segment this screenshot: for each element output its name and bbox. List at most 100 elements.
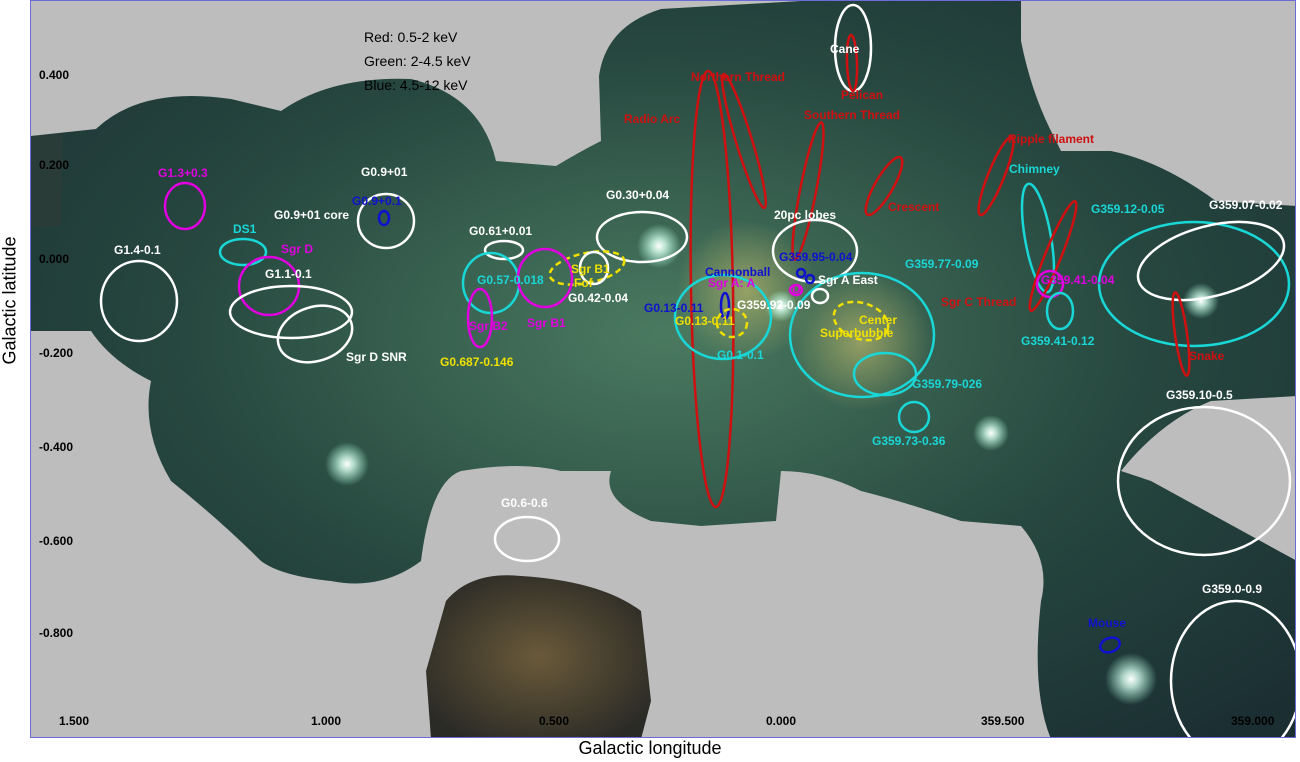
region-label-20pc-lobes: 20pc lobes [774, 208, 836, 222]
x-axis-title: Galactic longitude [578, 738, 722, 758]
region-outline-center [832, 300, 890, 342]
region-label-sgr-b2: Sgr B2 [469, 319, 508, 333]
x-tick: 0.500 [539, 714, 569, 728]
region-label-snake: Snake [1189, 349, 1225, 363]
region-label-g359-41-0-04: G359.41-0.04 [1041, 273, 1115, 287]
region-outline-g359-95-0-04 [795, 267, 807, 279]
region-label-sgr-a-east: Sgr A East [818, 273, 878, 287]
region-label-g0-61-0-01: G0.61+0.01 [469, 224, 532, 238]
x-tick: 359.500 [981, 714, 1025, 728]
x-tick: 0.000 [766, 714, 796, 728]
region-outline-pelican [845, 33, 859, 93]
region-label-g0-13-0-11: G0.13-0.11 [675, 314, 735, 328]
region-outline-g0-9-01 [356, 192, 416, 250]
y-axis-title: Galactic latitude [0, 236, 20, 365]
region-outlines [99, 3, 1295, 737]
region-label-cannonball: Cannonball [705, 265, 770, 279]
region-outline-g359-79-026 [852, 351, 918, 397]
region-outline-sgr-b2 [466, 287, 494, 349]
region-outline-g0-13-0-11 [719, 291, 731, 321]
region-outline-sgr-d-snr [276, 304, 354, 364]
region-outline-sgr-c-thread [1028, 199, 1078, 313]
x-tick: 359.000 [1231, 714, 1275, 728]
region-label-g359-41-0-12: G359.41-0.12 [1021, 334, 1095, 348]
region-outline-g0-6-0-6 [493, 515, 561, 563]
region-label-g0-30-0-04: G0.30+0.04 [606, 188, 669, 202]
region-outline-g0-61-0-01 [483, 239, 525, 261]
bright-sources [325, 221, 1219, 705]
region-label-g359-73-0-36: G359.73-0.36 [872, 434, 946, 448]
region-outline-g359-0-0-9 [1169, 599, 1295, 737]
sky-map: Cane Northern Thread Pelican Southern Threa… [31, 1, 1295, 737]
region-labels: Cane Northern Thread Pelican Southern Threa… [114, 42, 1283, 630]
region-label-mouse: Mouse [1088, 616, 1126, 630]
region-label-d: D [792, 282, 801, 296]
region-label-g0-9-01: G0.9+01 [361, 165, 408, 179]
region-label-southern-thread: Southern Thread [804, 108, 900, 122]
region-label-center: Center [859, 313, 897, 327]
region-outline-g359-07-0-02 [1136, 220, 1286, 302]
region-outline-g0-1-0-1 [673, 273, 773, 361]
region-outline-g359-41-0-04 [1035, 269, 1065, 299]
region-label-g359-92-0-09: G359.92-0.09 [737, 298, 811, 312]
region-label-g359-77-0-09: G359.77-0.09 [905, 257, 979, 271]
region-label-g0-57-0-018: G0.57-0.018 [477, 273, 544, 287]
region-label-superbubble: Superbubble [820, 326, 894, 340]
region-outline-cannonball [804, 273, 816, 285]
x-tick: 1.000 [311, 714, 341, 728]
region-label-fof: Fof [574, 276, 594, 290]
y-tick: 0.000 [39, 252, 69, 266]
region-label-sgr-b1: Sgr B1 [571, 262, 610, 276]
region-label-g359-79-026: G359.79-026 [912, 377, 982, 391]
region-label-cane: Cane [830, 42, 860, 56]
region-label-northern-thread: Northern Thread [691, 70, 785, 84]
y-tick: -0.600 [39, 534, 73, 548]
region-outline-g359-10-0-5 [1116, 405, 1292, 557]
region-label-g0-42-0-04: G0.42-0.04 [568, 291, 628, 305]
region-outline-g1-3-0-3 [163, 181, 207, 231]
region-label-pelican: Pelican [841, 88, 883, 102]
region-outline-sgr-b1 [516, 247, 574, 309]
region-outline-20pc-lobes [771, 218, 859, 284]
region-outline-g1-1-0-1 [228, 284, 354, 340]
x-tick: 1.500 [59, 714, 89, 728]
region-label-radio-arc: Radio Arc [624, 112, 681, 126]
mosaic-footprint [31, 1, 1295, 737]
region-outline-sgr-a-east [810, 287, 830, 305]
region-label-g0-6-0-6: G0.6-0.6 [501, 496, 548, 510]
region-outline-g359-41-0-12 [1045, 291, 1075, 331]
region-label-sgr-d-snr: Sgr D SNR [346, 350, 407, 364]
region-outline-d [788, 283, 804, 297]
region-label-g359-95-0-04: G359.95-0.04 [779, 250, 853, 264]
region-label-g1-1-0-1: G1.1-0.1 [265, 267, 312, 281]
y-tick: -0.800 [39, 626, 73, 640]
region-outline-ripple-filament [977, 135, 1015, 217]
legend-green: Green: 2-4.5 keV [364, 53, 471, 69]
region-label-g1-3-0-3: G1.3+0.3 [158, 166, 208, 180]
region-outline-g0-13-0-11 [715, 307, 749, 339]
region-outline-mouse [1099, 636, 1121, 654]
x-tick-labels: 1.500 1.000 0.500 0.000 359.500 359.000 [59, 714, 1275, 728]
region-outline-g359-12-0-05 [1097, 220, 1291, 348]
region-label-g0-1-0-1: G0.1-0.1 [717, 348, 764, 362]
region-label-g0-9-0-1: G0.9+0.1 [352, 194, 402, 208]
region-label-sgr-b1: Sgr B1 [527, 316, 566, 330]
region-outline-g359-77-0-09 [788, 271, 936, 399]
y-tick: 0.400 [39, 68, 69, 82]
legend-blue: Blue: 4.5-12 keV [364, 77, 468, 93]
region-label-g0-13-0-11: G0.13-0.11 [644, 301, 704, 315]
region-label-chimney: Chimney [1009, 162, 1060, 176]
region-outline-crescent [864, 155, 904, 217]
region-outline-southern-thread [791, 121, 825, 261]
region-outline-snake [1171, 291, 1191, 377]
region-label-sgr-d: Sgr D [281, 242, 313, 256]
y-tick-labels: 0.400 0.200 0.000 -0.200 -0.400 -0.600 -… [39, 68, 73, 640]
region-label-g359-12-0-05: G359.12-0.05 [1091, 202, 1165, 216]
region-outline-g1-4-0-1 [99, 259, 179, 343]
region-label-g1-4-0-1: G1.4-0.1 [114, 243, 161, 257]
region-label-g359-10-0-5: G359.10-0.5 [1166, 388, 1233, 402]
region-label-sgr-a-a: Sgr A: A [708, 276, 755, 290]
region-outline-northern-thread [689, 69, 735, 509]
region-label-g359-07-0-02: G359.07-0.02 [1209, 198, 1283, 212]
region-outline-g0-30-0-04 [595, 210, 689, 264]
